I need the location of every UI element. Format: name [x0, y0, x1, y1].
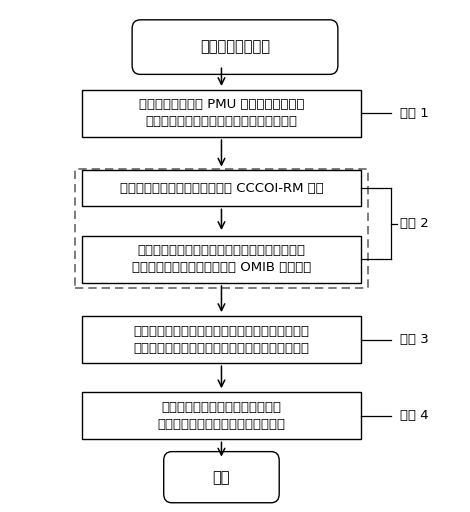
Text: 得到振荡两群的等值机械输入功率、等值电气输
出功率和惯量中心运动速度的 OMIB 映像轨迹: 得到振荡两群的等值机械输入功率、等值电气输 出功率和惯量中心运动速度的 OMIB…: [132, 244, 311, 274]
Text: 步骤 1: 步骤 1: [400, 107, 429, 120]
Bar: [75, 168, 368, 288]
Text: 按统一时标汇集由 PMU 采集到的各发电机
转速、机械功率和电气功率的时间响应曲线: 按统一时标汇集由 PMU 采集到的各发电机 转速、机械功率和电气功率的时间响应曲…: [139, 98, 304, 129]
FancyBboxPatch shape: [82, 392, 361, 439]
FancyBboxPatch shape: [82, 170, 361, 206]
Text: 获取实测受扰轨迹: 获取实测受扰轨迹: [200, 39, 270, 55]
Text: 比较扰动源所在机群中不同机组转
速暂态轨迹之间的相位，定位扰动源: 比较扰动源所在机群中不同机组转 速暂态轨迹之间的相位，定位扰动源: [157, 401, 285, 431]
FancyBboxPatch shape: [82, 90, 361, 137]
Text: 步骤 3: 步骤 3: [400, 333, 429, 346]
Text: 步骤 2: 步骤 2: [400, 217, 429, 230]
Text: 按照实测轨迹划分互补群，进行 CCCOI-RM 变换: 按照实测轨迹划分互补群，进行 CCCOI-RM 变换: [119, 182, 323, 195]
FancyBboxPatch shape: [164, 452, 279, 503]
Text: 结束: 结束: [213, 470, 230, 485]
Text: 比较振荡两群的等值加速功率轨迹与两群间相对运
动速度轨迹的稳态相位关系，定位扰动源所在机群: 比较振荡两群的等值加速功率轨迹与两群间相对运 动速度轨迹的稳态相位关系，定位扰动…: [133, 325, 309, 354]
FancyBboxPatch shape: [82, 316, 361, 363]
FancyBboxPatch shape: [132, 20, 338, 74]
Text: 步骤 4: 步骤 4: [400, 409, 428, 422]
FancyBboxPatch shape: [82, 236, 361, 283]
